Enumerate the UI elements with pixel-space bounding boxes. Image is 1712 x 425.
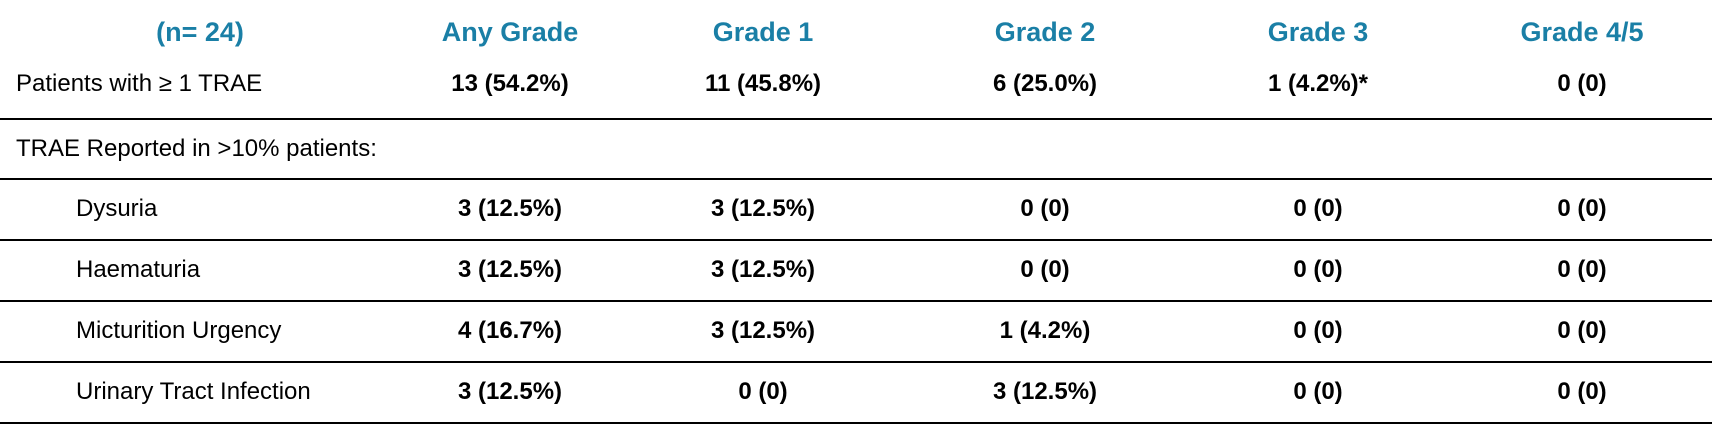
cell-grade-1: 3 (12.5%) [710, 317, 816, 344]
cell-grade-2: 0 (0) [1020, 195, 1070, 222]
summary-any-grade: 13 (54.2%) [451, 70, 569, 97]
row-divider [0, 361, 1712, 363]
row-divider [0, 239, 1712, 241]
table-row: Dysuria 3 (12.5%) 3 (12.5%) 0 (0) 0 (0) … [0, 180, 1712, 238]
cell-grade-2: 1 (4.2%) [999, 317, 1091, 344]
table-row: Urinary Tract Infection 3 (12.5%) 0 (0) … [0, 363, 1712, 421]
cell-grade-1: 3 (12.5%) [710, 256, 816, 283]
column-header-any-grade: Any Grade [441, 16, 579, 47]
summary-row-label: Patients with ≥ 1 TRAE [16, 70, 263, 97]
cell-grade-4-5: 0 (0) [1557, 378, 1607, 405]
column-header-grade-1: Grade 1 [712, 16, 814, 47]
cell-grade-3: 0 (0) [1293, 317, 1343, 344]
cell-any-grade: 3 (12.5%) [457, 195, 563, 222]
cell-grade-3: 0 (0) [1293, 378, 1343, 405]
n-label: (n= 24) [156, 16, 244, 47]
summary-row: Patients with ≥ 1 TRAE 13 (54.2%) 11 (45… [0, 62, 1712, 106]
row-divider [0, 178, 1712, 180]
section-label-row: TRAE Reported in >10% patients: [0, 120, 1712, 178]
summary-grade-4-5: 0 (0) [1557, 70, 1607, 97]
cell-grade-2: 0 (0) [1020, 256, 1070, 283]
row-label: Micturition Urgency [76, 317, 282, 344]
row-label: Urinary Tract Infection [76, 378, 311, 405]
cell-grade-4-5: 0 (0) [1557, 317, 1607, 344]
row-label: Haematuria [76, 256, 201, 283]
cell-any-grade: 3 (12.5%) [457, 256, 563, 283]
cell-grade-3: 0 (0) [1293, 256, 1343, 283]
row-label: Dysuria [76, 195, 158, 222]
section-label: TRAE Reported in >10% patients: [16, 135, 377, 162]
row-divider [0, 300, 1712, 302]
table-row: Micturition Urgency 4 (16.7%) 3 (12.5%) … [0, 302, 1712, 360]
cell-any-grade: 3 (12.5%) [457, 378, 563, 405]
column-header-grade-2: Grade 2 [994, 16, 1096, 47]
row-divider [0, 118, 1712, 120]
cell-grade-4-5: 0 (0) [1557, 195, 1607, 222]
row-divider [0, 422, 1712, 424]
summary-grade-2: 6 (25.0%) [992, 70, 1098, 97]
cell-grade-3: 0 (0) [1293, 195, 1343, 222]
table-row: Haematuria 3 (12.5%) 3 (12.5%) 0 (0) 0 (… [0, 241, 1712, 299]
cell-grade-1: 3 (12.5%) [710, 195, 816, 222]
cell-grade-4-5: 0 (0) [1557, 256, 1607, 283]
column-header-grade-3: Grade 3 [1267, 16, 1369, 47]
cell-any-grade: 4 (16.7%) [457, 317, 563, 344]
column-header-grade-4-5: Grade 4/5 [1520, 16, 1644, 47]
cell-grade-1: 0 (0) [738, 378, 788, 405]
cell-grade-2: 3 (12.5%) [992, 378, 1098, 405]
summary-grade-3: 1 (4.2%)* [1267, 70, 1369, 97]
header-row: (n= 24) Any Grade Grade 1 Grade 2 Grade … [0, 8, 1712, 56]
summary-grade-1: 11 (45.8%) [704, 70, 822, 97]
